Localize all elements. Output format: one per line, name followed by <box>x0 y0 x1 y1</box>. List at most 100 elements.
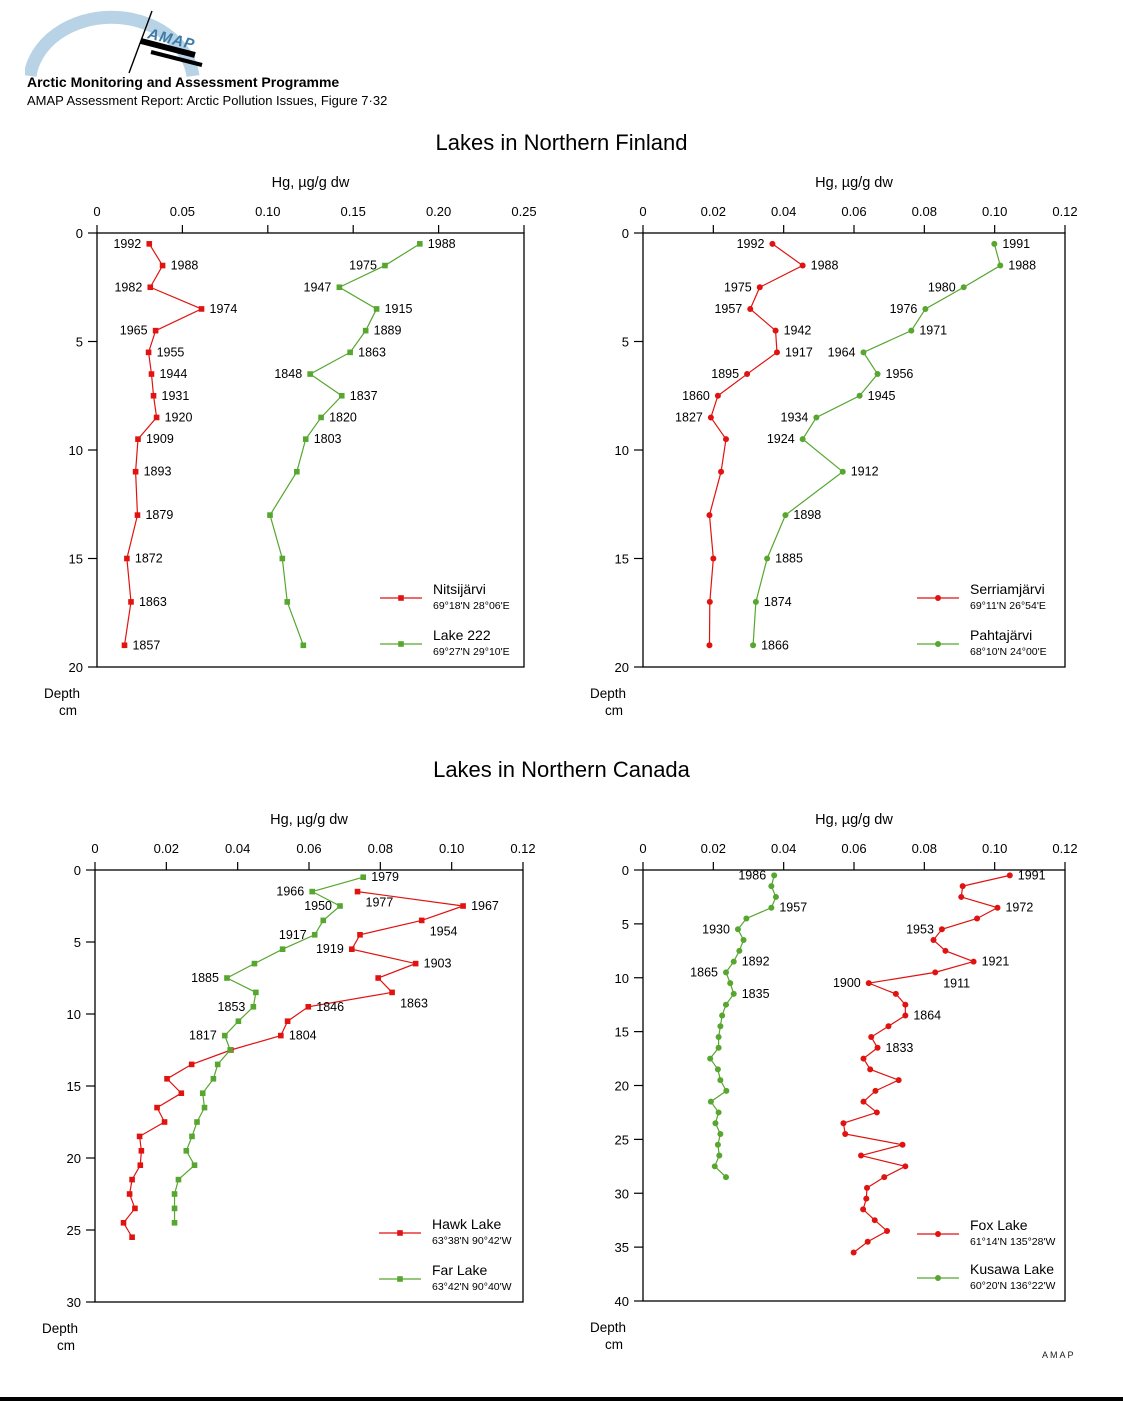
depth-axis-label: Depth <box>42 1321 78 1336</box>
chart-svg: 0 0.02 0.04 0.06 0.08 0.10 0.12 0 5 10 15 20 25 30 35 4… <box>590 812 1078 1352</box>
data-point <box>772 893 779 900</box>
data-point <box>134 512 141 518</box>
y-tick-label: 5 <box>622 917 629 932</box>
year-label: 1863 <box>400 996 428 1010</box>
data-point <box>747 305 754 312</box>
data-point <box>902 1163 909 1170</box>
year-label: 1863 <box>358 345 386 359</box>
y-tick-label: 30 <box>67 1295 81 1310</box>
year-label: 1920 <box>165 410 193 424</box>
data-point <box>719 1012 726 1019</box>
data-point <box>250 1004 257 1010</box>
year-label: 1803 <box>314 432 342 446</box>
data-point <box>284 599 291 605</box>
legend-marker <box>935 595 941 601</box>
x-axis-title: Hg, µg/g dw <box>272 175 350 191</box>
data-point <box>714 392 721 399</box>
legend-coords: 69°11'N 26°54'E <box>970 600 1046 612</box>
data-point <box>768 883 775 890</box>
year-label: 1988 <box>1008 259 1036 273</box>
x-tick-label: 0.02 <box>154 841 179 856</box>
year-label: 1942 <box>784 324 812 338</box>
x-tick-label: 0.15 <box>341 204 366 219</box>
data-point <box>336 284 343 291</box>
legend-entry: Far Lake 63°42'N 90°40'W <box>379 1262 512 1293</box>
data-point <box>771 872 778 879</box>
data-point <box>224 975 230 981</box>
data-point <box>210 1076 217 1082</box>
year-label: 1967 <box>471 899 499 913</box>
data-point <box>860 349 867 356</box>
section-title-finland: Lakes in Northern Finland <box>435 130 688 155</box>
y-tick-label: 0 <box>622 863 629 878</box>
x-tick-label: 0.06 <box>841 841 866 856</box>
data-point <box>307 371 313 377</box>
data-point <box>153 414 160 421</box>
x-tick-label: 0.08 <box>912 841 937 856</box>
year-label: 1988 <box>811 259 839 273</box>
data-point <box>908 327 915 334</box>
data-point <box>161 1119 168 1125</box>
legend-name: Pahtajärvi <box>970 627 1032 643</box>
data-point <box>744 371 751 378</box>
data-point <box>994 904 1001 911</box>
data-point <box>991 240 998 247</box>
data-point <box>734 926 741 933</box>
chart-panel-canada-right: 0 0.02 0.04 0.06 0.08 0.10 0.12 0 5 10 15 20 25 30 35 4… <box>580 798 1123 1405</box>
data-point <box>191 1162 198 1168</box>
data-point <box>881 1174 888 1181</box>
legend-name: Serriamjärvi <box>970 581 1045 597</box>
year-label: 1885 <box>191 971 219 985</box>
y-tick-label: 20 <box>69 660 83 675</box>
series-line-hawk-lake <box>122 891 464 1238</box>
year-label: 1860 <box>682 389 710 403</box>
depth-axis-label: Depth <box>590 1320 626 1335</box>
data-point <box>152 327 159 334</box>
year-label: 1980 <box>928 280 956 294</box>
data-point <box>706 642 713 649</box>
x-tick-label: 0 <box>91 841 98 856</box>
year-label: 1955 <box>157 345 185 359</box>
year-label: 1919 <box>316 942 344 956</box>
data-point <box>418 917 425 924</box>
data-point <box>382 262 388 269</box>
data-point <box>145 349 152 356</box>
legend-marker <box>935 641 941 647</box>
data-point <box>782 512 789 519</box>
data-point <box>710 555 717 562</box>
y-tick-label: 20 <box>615 660 629 675</box>
data-point <box>722 436 729 443</box>
year-label: 1944 <box>159 367 187 381</box>
data-point <box>723 1087 730 1094</box>
y-tick-label: 25 <box>615 1132 629 1147</box>
year-label: 1817 <box>189 1029 217 1043</box>
data-point <box>711 1163 718 1170</box>
year-label: 1930 <box>702 922 730 936</box>
year-label: 1991 <box>1018 868 1046 882</box>
data-point <box>357 932 363 938</box>
data-point <box>201 1104 208 1111</box>
year-label: 1911 <box>943 976 970 990</box>
data-point <box>722 1174 729 1181</box>
data-point <box>138 1148 145 1154</box>
data-point <box>251 960 258 967</box>
x-tick-label: 0.04 <box>771 841 796 856</box>
data-point <box>722 1001 729 1008</box>
data-point <box>865 980 872 987</box>
x-tick-label: 0.12 <box>1052 841 1077 856</box>
data-point <box>842 1130 849 1137</box>
year-label: 1892 <box>742 955 770 969</box>
legend-entry: Kusawa Lake 60°20'N 136°22'W <box>917 1261 1055 1292</box>
year-label: 1924 <box>767 432 795 446</box>
y-tick-label: 10 <box>615 971 629 986</box>
report-title: AMAP Assessment Report: Arctic Pollution… <box>27 93 388 108</box>
year-label: 1976 <box>890 302 918 316</box>
year-label: 1917 <box>279 928 307 942</box>
data-point <box>942 947 949 954</box>
y-tick-label: 10 <box>69 443 83 458</box>
data-point <box>148 371 155 377</box>
data-point <box>736 947 743 954</box>
data-point <box>813 414 820 421</box>
data-point <box>740 937 747 944</box>
data-point <box>860 1098 867 1105</box>
